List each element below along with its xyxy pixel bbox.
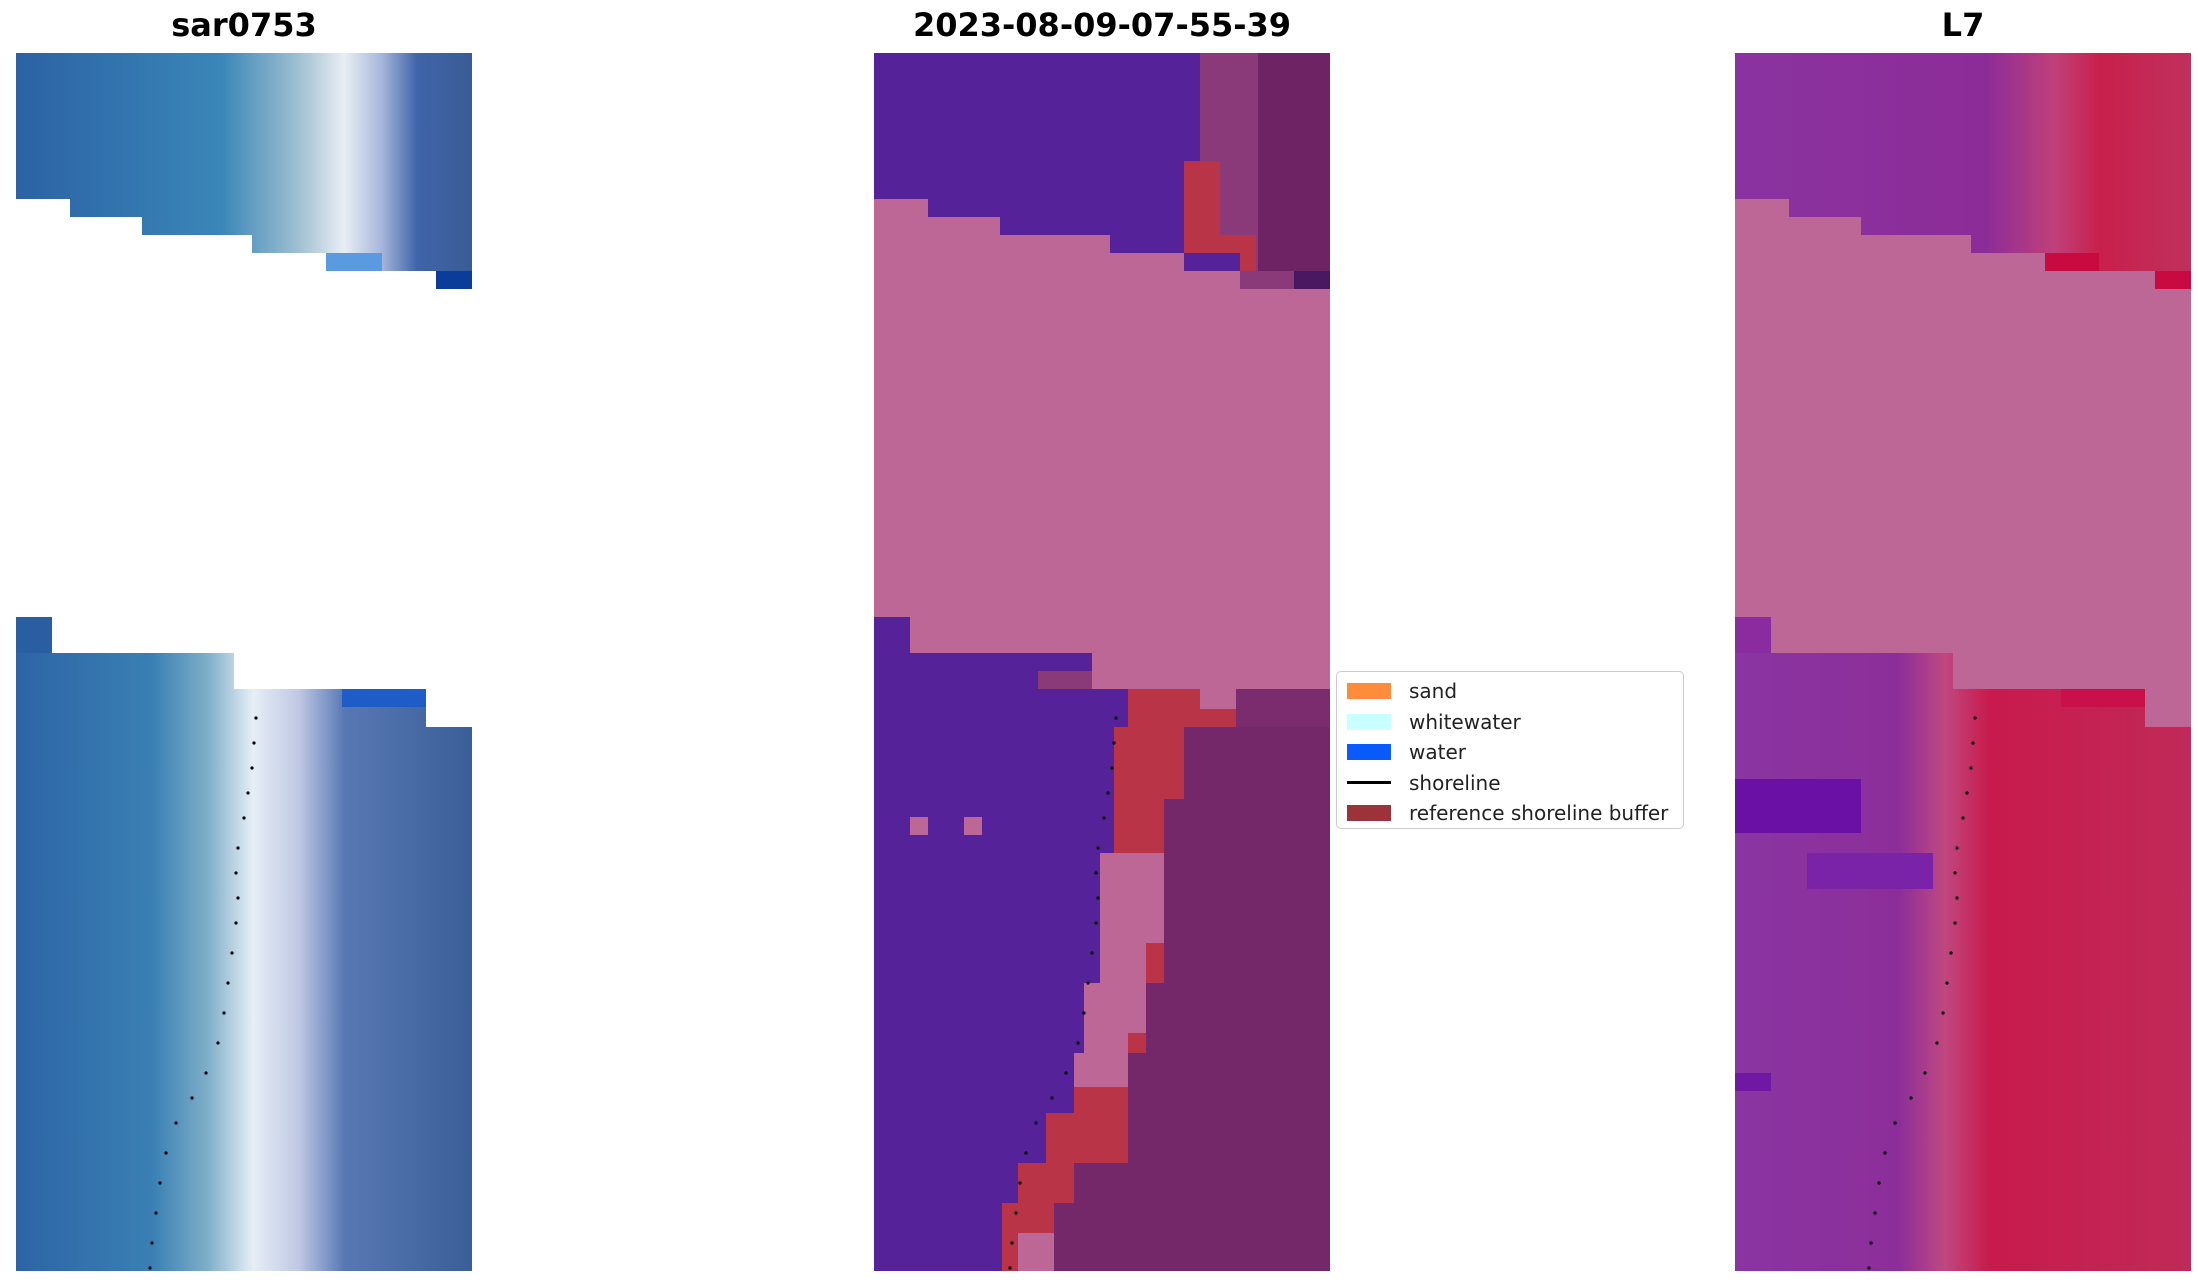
classification-image	[874, 53, 1330, 1271]
buffer-swatch	[1347, 805, 1391, 822]
index-top-block	[1735, 53, 2191, 289]
legend-label: shoreline	[1409, 770, 1501, 795]
legend-entry-sand: sand	[1347, 676, 1673, 707]
legend-entry-buffer: reference shoreline buffer	[1347, 798, 1673, 829]
panel-title-index: L7	[1941, 6, 1985, 44]
water-swatch	[1347, 744, 1391, 761]
legend-entry-water: water	[1347, 737, 1673, 768]
index-bottom-block	[1735, 617, 2191, 1271]
water-top	[874, 53, 1200, 253]
rgb-top-block	[16, 53, 472, 289]
shoreline-points-class	[1008, 716, 1118, 1270]
water-bottom	[874, 617, 1128, 1271]
rgb-image-panel	[16, 53, 472, 1271]
legend-label: water	[1409, 740, 1466, 765]
index-image	[1735, 53, 2191, 1271]
panel-title-rgb: sar0753	[171, 6, 317, 44]
shoreline-line-swatch	[1347, 781, 1391, 785]
legend-label: sand	[1409, 679, 1458, 704]
rgb-bottom-block	[16, 617, 472, 1271]
whitewater-swatch	[1347, 713, 1391, 730]
legend-label: whitewater	[1409, 709, 1521, 734]
legend: sand whitewater water shoreline referenc…	[1336, 671, 1684, 829]
legend-label: reference shoreline buffer	[1409, 801, 1669, 826]
panel-title-classification: 2023-08-09-07-55-39	[912, 6, 1292, 44]
reference-shoreline-buffer	[1002, 689, 1236, 1271]
rgb-image	[16, 53, 472, 1271]
legend-entry-shoreline: shoreline	[1347, 768, 1673, 799]
sand-bottom	[1054, 727, 1330, 1271]
sand-swatch	[1347, 683, 1391, 700]
classification-panel	[874, 53, 1330, 1271]
legend-entry-whitewater: whitewater	[1347, 707, 1673, 738]
index-panel	[1735, 53, 2191, 1271]
shoreline-points-rgb	[148, 716, 258, 1270]
shoreline-points-index	[1867, 716, 1977, 1270]
